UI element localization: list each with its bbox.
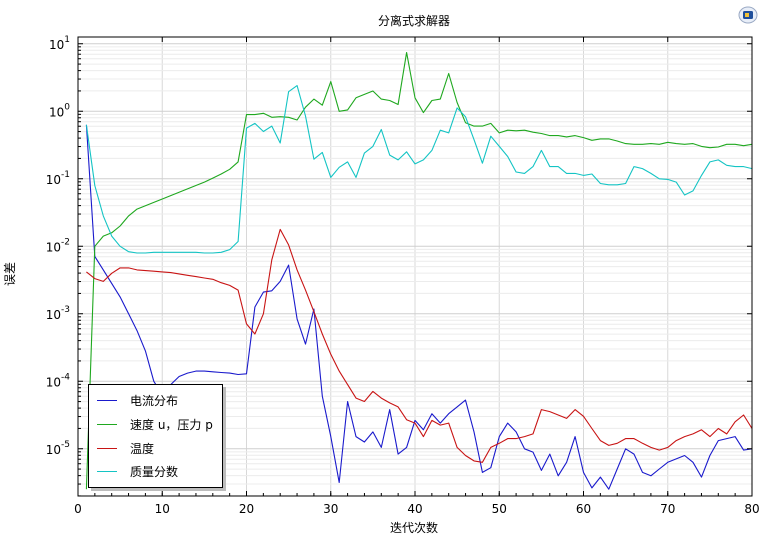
y-tick-label: 10-5 (46, 440, 70, 457)
legend-swatch-temperature (97, 447, 117, 449)
x-tick-label: 60 (576, 502, 591, 516)
x-tick-label: 70 (660, 502, 675, 516)
comsol-logo-icon (738, 6, 758, 24)
legend-item-mass-fraction: 质量分数 (97, 462, 178, 480)
x-tick-label: 30 (323, 502, 338, 516)
x-tick-label: 20 (239, 502, 254, 516)
y-axis-label: 误差 (3, 262, 17, 286)
series-line-0 (85, 124, 753, 490)
axes: 0 10 20 30 40 50 60 70 80 10-5 10-4 10-3 10-2 10-1 100… (46, 35, 760, 516)
y-tick-label: 100 (49, 102, 70, 119)
y-tick-label: 101 (49, 35, 70, 52)
x-tick-label: 0 (74, 502, 82, 516)
legend-swatch-velocity-pressure (97, 423, 117, 425)
y-tick-label: 10-1 (46, 170, 70, 187)
y-tick-label: 10-2 (46, 237, 70, 254)
x-tick-label: 80 (744, 502, 759, 516)
x-axis-label: 迭代次数 (390, 520, 438, 535)
series-line-2 (86, 228, 753, 463)
legend-swatch-current (97, 399, 117, 401)
legend-item-velocity-pressure: 速度 u，压力 p (97, 415, 213, 433)
chart-title: 分离式求解器 (378, 13, 450, 28)
legend-label-velocity-pressure: 速度 u，压力 p (130, 417, 213, 432)
series-layer (85, 51, 753, 490)
legend-label-current: 电流分布 (130, 393, 179, 408)
y-tick-label: 10-3 (46, 305, 70, 322)
x-tick-label: 50 (492, 502, 507, 516)
series-line-1 (85, 51, 753, 490)
legend-label-temperature: 温度 (130, 441, 155, 456)
legend-label-mass-fraction: 质量分数 (130, 464, 179, 479)
x-tick-label: 40 (407, 502, 422, 516)
legend: 电流分布 速度 u，压力 p 温度 质量分数 (88, 384, 223, 488)
series-line-3 (85, 85, 753, 254)
x-tick-label: 10 (155, 502, 170, 516)
legend-swatch-mass-fraction (97, 470, 117, 472)
legend-item-current: 电流分布 (97, 391, 178, 409)
y-tick-label: 10-4 (46, 372, 71, 389)
legend-item-temperature: 温度 (97, 439, 154, 457)
